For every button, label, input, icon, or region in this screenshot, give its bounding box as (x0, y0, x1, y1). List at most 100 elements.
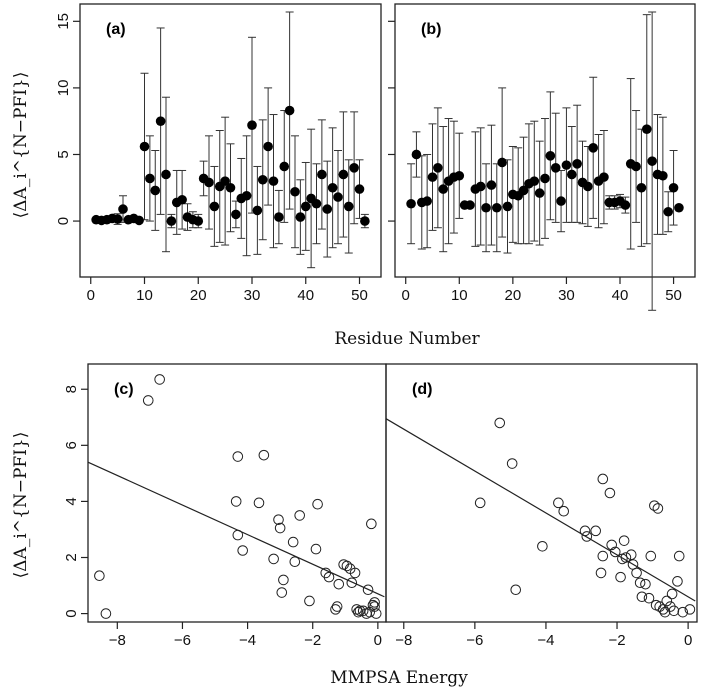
data-point (590, 525, 602, 537)
x-tick-label: −8 (395, 632, 412, 649)
y-tick-label: 10 (55, 80, 72, 97)
data-point (279, 161, 290, 172)
data-point (274, 522, 286, 534)
data-point (654, 601, 665, 612)
data-point (287, 536, 299, 548)
bottom-x-axis-title: MMPSA Energy (330, 668, 468, 688)
x-tick-label: 10 (136, 287, 153, 304)
panel-d: (d) −8 −6 −4 −2 0 (385, 363, 698, 649)
data-point (663, 206, 674, 217)
data-point (406, 198, 416, 209)
y-tick-label: 0 (63, 609, 80, 617)
data-point (534, 188, 545, 198)
plot-frame (385, 363, 698, 623)
data-point (317, 169, 327, 180)
x-tick-label: 0 (87, 287, 95, 304)
panel-label: (b) (421, 21, 441, 38)
data-point (209, 201, 220, 212)
data-point (263, 141, 273, 152)
panel-c: (c) −8 −6 −4 −2 0 0 2 4 6 8 (63, 363, 387, 649)
data-point (661, 595, 673, 607)
data-point (370, 608, 382, 619)
data-point (273, 514, 284, 525)
data-point (322, 204, 333, 214)
x-tick-label: 40 (297, 287, 314, 304)
data-point (581, 531, 593, 542)
data-point (652, 503, 664, 514)
data-point (572, 159, 582, 169)
data-point (502, 201, 513, 212)
data-point (142, 395, 154, 406)
data-point (558, 505, 570, 517)
x-tick-label: −6 (174, 632, 191, 649)
x-tick-label: 50 (665, 287, 682, 304)
data-point (100, 608, 112, 619)
data-point (553, 497, 564, 509)
x-tick-label: 50 (351, 287, 368, 304)
data-point (674, 202, 684, 213)
data-point (145, 173, 155, 184)
data-point (556, 196, 566, 206)
data-point (341, 560, 353, 572)
plot-frame (79, 3, 382, 278)
data-point (278, 574, 289, 586)
data-point (615, 571, 626, 583)
data-point (620, 200, 631, 210)
x-tick-label: −6 (466, 632, 483, 649)
data-point (274, 212, 284, 222)
data-point (583, 181, 593, 192)
x-tick-label: −2 (304, 632, 321, 649)
data-point (636, 182, 647, 193)
data-point (597, 550, 609, 562)
data-point (231, 209, 241, 220)
data-point (139, 141, 150, 152)
data-point (232, 451, 244, 462)
y-tick-label: 4 (63, 497, 80, 505)
data-point (566, 169, 577, 180)
data-point (545, 151, 556, 161)
data-point (672, 576, 683, 587)
data-point (422, 196, 432, 206)
data-point (166, 216, 177, 226)
data-point (643, 592, 655, 604)
data-point (411, 149, 422, 160)
data-point (636, 591, 648, 603)
x-tick-label: 0 (374, 632, 382, 649)
data-point (294, 510, 305, 521)
data-point (427, 172, 438, 182)
data-point (474, 497, 486, 509)
data-point (161, 169, 171, 180)
data-point (154, 374, 165, 385)
data-point (257, 174, 268, 185)
x-tick-label: 30 (558, 287, 575, 304)
x-tick-label: 10 (451, 287, 468, 304)
x-tick-label: 40 (612, 287, 629, 304)
data-point (604, 487, 616, 499)
data-point (311, 198, 322, 209)
data-point (362, 584, 374, 596)
x-tick-label: −4 (537, 632, 554, 649)
data-point (295, 212, 306, 222)
data-point (561, 160, 572, 170)
data-point (300, 201, 311, 212)
data-point (357, 605, 369, 617)
data-point (284, 105, 295, 116)
data-point (331, 601, 343, 612)
panel-a: (a) 0 10 20 30 40 50 0 5 10 15 (55, 3, 382, 304)
data-point (134, 215, 144, 226)
data-point (333, 192, 343, 202)
x-tick-label: −2 (608, 632, 625, 649)
data-point (346, 577, 358, 589)
bottom-y-axis-title: ⟨ΔA_i^{N−PFI}⟩ (11, 432, 31, 579)
data-point (343, 201, 354, 212)
data-point (118, 204, 128, 214)
data-point (204, 177, 214, 188)
panel-label: (d) (412, 381, 432, 398)
data-point (290, 186, 300, 197)
x-tick-label: 0 (402, 287, 410, 304)
data-point (597, 473, 609, 485)
data-point (599, 172, 609, 182)
top-y-axis-title: ⟨ΔA_i^{N−PFI}⟩ (11, 72, 31, 219)
data-point (289, 556, 301, 568)
data-point (659, 606, 671, 618)
